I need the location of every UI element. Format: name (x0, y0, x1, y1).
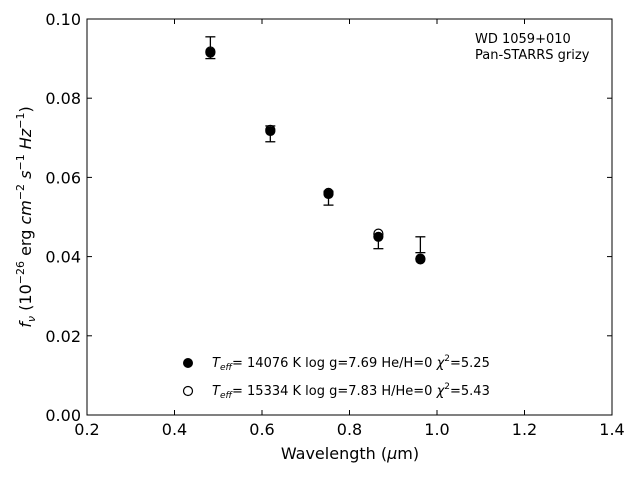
x-tick-label: 0.6 (249, 420, 274, 439)
y-tick-label: 0.02 (45, 327, 81, 346)
x-tick-label: 1.4 (599, 420, 624, 439)
legend: Teff= 14076 K log g=7.69 He/H=0 χ2=5.25 … (182, 354, 490, 401)
annotation: WD 1059+010 Pan-STARRS grizy (475, 32, 590, 63)
y-tick-label: 0.08 (45, 89, 81, 108)
legend-label-2: Teff= 15334 K log g=7.83 H/He=0 χ2=5.43 (212, 382, 490, 401)
error-bar (415, 236, 426, 254)
x-tick-label: 1.2 (512, 420, 537, 439)
axis-ticks: 0.2 0.4 0.6 0.8 1.0 1.2 1.4 0.00 0.02 0.04 0.06 0.0… (45, 10, 624, 439)
model-point-filled (323, 188, 334, 200)
x-tick-label: 0.4 (162, 420, 187, 439)
model-point-filled (415, 254, 426, 265)
annotation-line-2: Pan-STARRS grizy (475, 48, 590, 63)
y-tick-label: 0.06 (45, 168, 81, 187)
error-bars (205, 36, 426, 254)
legend-label-1: Teff= 14076 K log g=7.69 He/H=0 χ2=5.25 (212, 354, 490, 373)
y-tick-label: 0.04 (45, 248, 81, 267)
x-tick-label: 1.0 (424, 420, 449, 439)
x-tick-label: 0.8 (337, 420, 362, 439)
model-point-filled (373, 231, 384, 242)
model-point-filled (205, 47, 216, 58)
data-points (205, 46, 426, 265)
legend-marker-filled (183, 358, 193, 368)
y-tick-label: 0.10 (45, 10, 81, 29)
annotation-line-1: WD 1059+010 (475, 32, 571, 47)
model-point-filled (265, 125, 276, 137)
x-tick-label: 0.2 (74, 420, 99, 439)
legend-marker-open (182, 385, 194, 397)
y-tick-label: 0.00 (45, 406, 81, 425)
x-axis-label: Wavelength (μm) (281, 444, 419, 463)
y-axis-label: fν (10−26 erg cm−2 s−1 Hz−1) (14, 106, 38, 327)
